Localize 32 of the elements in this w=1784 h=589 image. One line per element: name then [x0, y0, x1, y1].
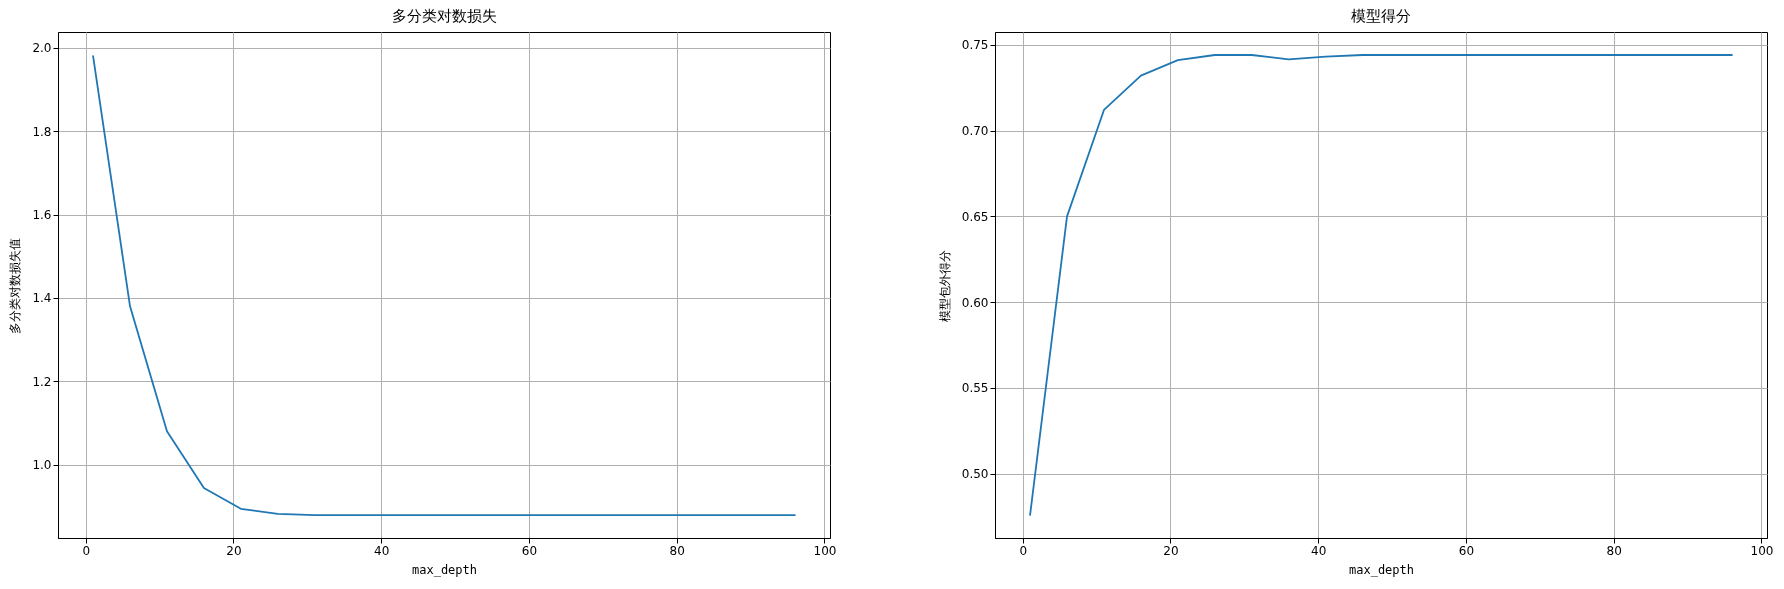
y-tick-label: 0.65 [961, 209, 989, 224]
y-tick-label: 2.0 [32, 41, 52, 56]
x-tick-label: 20 [226, 543, 242, 558]
x-tick-label: 100 [1750, 543, 1774, 558]
x-tick-label: 40 [1311, 543, 1327, 558]
x-axis-title: max_depth [1348, 562, 1415, 577]
y-tick-label: 1.6 [32, 208, 52, 223]
y-tick-label: 0.50 [961, 467, 989, 482]
line-series [92, 55, 796, 516]
y-tick-label: 1.0 [32, 458, 52, 473]
y-tick-label: 0.55 [961, 381, 989, 396]
x-tick-label: 100 [813, 543, 837, 558]
y-tick-label: 1.8 [32, 124, 52, 139]
x-axis-title: max_depth [411, 562, 478, 577]
chart-title: 多分类对数损失 [391, 7, 497, 25]
y-tick-label: 1.4 [32, 291, 52, 306]
x-tick-label: 40 [374, 543, 390, 558]
chart-title: 模型得分 [1351, 7, 1411, 25]
x-tick-label: 80 [1606, 543, 1622, 558]
y-tick-label: 0.70 [961, 124, 989, 139]
x-tick-label: 0 [1019, 543, 1028, 558]
x-tick-label: 60 [1458, 543, 1475, 558]
y-axis-title: 多分类对数损失值 [8, 237, 23, 334]
y-tick-label: 0.75 [961, 38, 989, 53]
x-tick-label: 60 [521, 543, 538, 558]
y-tick-label: 0.60 [961, 295, 989, 310]
line-series [1029, 54, 1733, 516]
x-tick-label: 0 [82, 543, 91, 558]
y-tick-label: 1.2 [32, 374, 52, 389]
y-axis-title: 模型包外得分 [937, 249, 952, 322]
x-tick-label: 20 [1163, 543, 1179, 558]
x-tick-label: 80 [669, 543, 685, 558]
